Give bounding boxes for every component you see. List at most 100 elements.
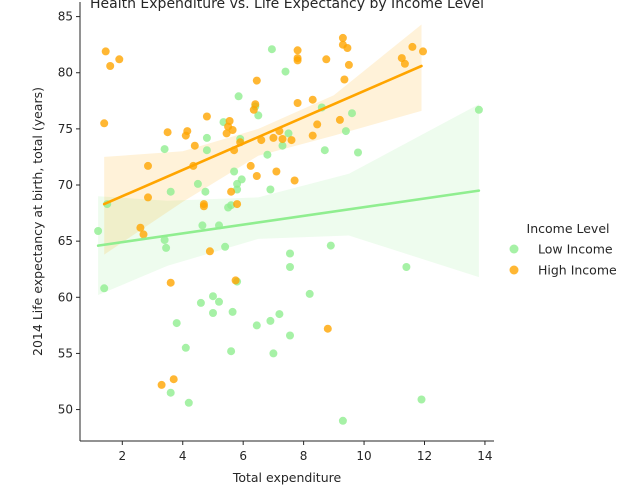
data-point-0-25 xyxy=(227,347,236,356)
data-point-1-8 xyxy=(157,380,166,389)
data-point-0-59 xyxy=(474,105,483,114)
data-point-1-26 xyxy=(231,276,240,285)
legend-label-0: Low Income xyxy=(538,242,613,257)
data-point-1-44 xyxy=(293,99,302,107)
regression-line-1 xyxy=(102,64,423,206)
data-point-0-26 xyxy=(228,307,237,316)
data-point-0-41 xyxy=(269,349,278,358)
data-point-1-46 xyxy=(308,131,317,140)
data-point-0-57 xyxy=(402,263,411,271)
data-point-0-35 xyxy=(252,321,261,330)
data-point-0-18 xyxy=(209,292,217,301)
data-point-0-39 xyxy=(266,185,275,194)
x-tick-label-5: 12 xyxy=(417,449,432,463)
data-point-1-0 xyxy=(100,119,109,128)
data-point-0-24 xyxy=(227,201,236,210)
data-point-1-45 xyxy=(308,95,317,104)
data-point-0-48 xyxy=(286,331,294,340)
y-tick-label-7: 85 xyxy=(58,10,73,24)
data-point-0-0 xyxy=(94,227,103,235)
confidence-band-0 xyxy=(98,104,479,295)
data-point-1-22 xyxy=(225,117,234,125)
data-point-1-48 xyxy=(322,55,331,64)
data-point-1-35 xyxy=(269,133,278,142)
axes xyxy=(79,2,494,442)
data-point-1-52 xyxy=(338,33,347,42)
data-point-0-16 xyxy=(202,133,211,142)
data-point-1-38 xyxy=(278,135,287,143)
data-point-0-38 xyxy=(266,316,275,325)
x-tick-label-1: 4 xyxy=(179,449,187,463)
data-point-1-20 xyxy=(222,129,231,138)
data-point-1-15 xyxy=(190,141,199,150)
data-point-0-3 xyxy=(160,145,169,154)
data-point-1-58 xyxy=(408,42,417,51)
data-point-0-58 xyxy=(417,395,426,404)
data-point-1-31 xyxy=(251,100,260,109)
tick-labels: 2 4 6 8 10 12 14 50 55 60 65 70 75 80 85 xyxy=(58,10,493,463)
data-point-1-6 xyxy=(144,161,152,170)
data-point-1-19 xyxy=(205,247,214,256)
data-point-1-34 xyxy=(257,136,266,145)
data-point-0-5 xyxy=(162,243,171,252)
data-point-1-47 xyxy=(313,120,322,129)
data-point-1-9 xyxy=(163,128,172,137)
data-point-0-33 xyxy=(237,175,246,184)
x-axis-label: Total expenditure xyxy=(232,470,342,485)
data-point-1-57 xyxy=(400,59,409,68)
y-tick-label-0: 50 xyxy=(58,403,73,417)
data-point-1-3 xyxy=(115,55,124,64)
data-point-0-14 xyxy=(201,187,210,196)
y-axis-label: 2014 Life expectancy at birth, total (ye… xyxy=(30,87,45,356)
data-point-1-24 xyxy=(228,126,237,134)
data-point-0-52 xyxy=(326,241,335,250)
data-point-0-15 xyxy=(202,146,211,155)
data-point-1-32 xyxy=(252,76,261,85)
data-point-0-22 xyxy=(221,242,230,251)
data-point-0-9 xyxy=(181,343,190,352)
data-point-0-40 xyxy=(267,45,276,54)
data-point-0-43 xyxy=(278,141,287,150)
data-points xyxy=(94,33,483,425)
y-tick-label-1: 55 xyxy=(58,346,73,360)
y-tick-label-2: 60 xyxy=(58,290,73,304)
data-point-1-13 xyxy=(183,127,192,136)
data-point-0-10 xyxy=(184,398,193,407)
legend-marker-0 xyxy=(509,244,519,254)
regression-lines xyxy=(96,64,481,247)
data-point-0-11 xyxy=(193,179,202,188)
data-point-1-11 xyxy=(169,375,178,384)
data-point-1-29 xyxy=(246,161,255,170)
x-tick-label-3: 8 xyxy=(300,449,308,463)
data-point-0-54 xyxy=(341,127,350,136)
x-tick-label-2: 6 xyxy=(239,449,247,463)
y-tick-label-3: 65 xyxy=(58,234,73,248)
data-point-0-36 xyxy=(254,111,263,120)
x-tick-label-0: 2 xyxy=(118,449,126,463)
data-point-1-18 xyxy=(202,112,211,121)
data-point-0-6 xyxy=(166,187,175,196)
data-point-0-44 xyxy=(281,67,290,76)
data-point-1-7 xyxy=(144,193,152,202)
data-point-0-55 xyxy=(348,109,356,118)
legend: Income Level Low Income High Income xyxy=(509,221,617,278)
data-point-1-5 xyxy=(139,230,148,239)
data-point-1-1 xyxy=(101,47,110,56)
data-point-0-17 xyxy=(209,309,217,317)
data-point-1-39 xyxy=(287,136,296,145)
data-point-0-4 xyxy=(160,236,169,244)
data-point-0-45 xyxy=(284,129,293,138)
data-point-1-2 xyxy=(106,62,115,70)
data-point-1-49 xyxy=(323,324,332,333)
data-point-1-23 xyxy=(227,187,236,196)
data-point-0-56 xyxy=(354,148,362,157)
data-point-1-50 xyxy=(335,115,344,124)
data-point-0-13 xyxy=(198,221,207,230)
data-point-1-27 xyxy=(233,200,242,209)
data-point-1-40 xyxy=(290,176,299,185)
legend-title: Income Level xyxy=(527,221,610,236)
data-point-0-49 xyxy=(305,289,314,298)
data-point-0-46 xyxy=(286,249,294,258)
data-point-0-47 xyxy=(286,263,294,271)
regression-line-0 xyxy=(96,189,481,247)
